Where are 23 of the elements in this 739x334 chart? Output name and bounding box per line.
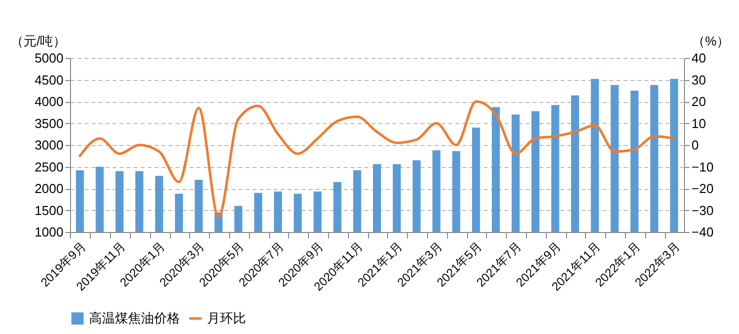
legend-label: 高温煤焦油价格 (89, 310, 180, 326)
y-tick-label: 2500 (34, 159, 64, 174)
line-series (78, 100, 676, 218)
y2-tick-label: 0 (692, 138, 699, 152)
y-axis-title: （元/吨） (10, 34, 66, 48)
y2-axis-title: （%） (692, 34, 730, 48)
y-tick-label: 1000 (34, 224, 64, 240)
legend-label: 月环比 (207, 310, 246, 326)
y-tick-label: 2000 (34, 181, 64, 196)
y2-tick-label: −30 (692, 202, 714, 218)
y2-tick-label: −10 (692, 159, 714, 174)
y2-tick-label: −20 (692, 181, 714, 196)
y2-tick-label: −40 (692, 224, 714, 240)
y-tick-label: 1500 (34, 202, 64, 218)
y-tick-label: 4000 (34, 94, 64, 109)
y-tick-label: 5000 (34, 50, 64, 66)
y-tick-label: 3500 (34, 116, 64, 131)
y-tick-label: 4500 (34, 72, 64, 88)
y2-tick-label: 10 (692, 116, 706, 131)
y2-tick-label: 40 (692, 50, 706, 66)
y-tick-label: 3000 (34, 138, 64, 152)
y2-tick-label: 20 (692, 94, 706, 109)
y2-tick-label: 30 (692, 72, 706, 88)
